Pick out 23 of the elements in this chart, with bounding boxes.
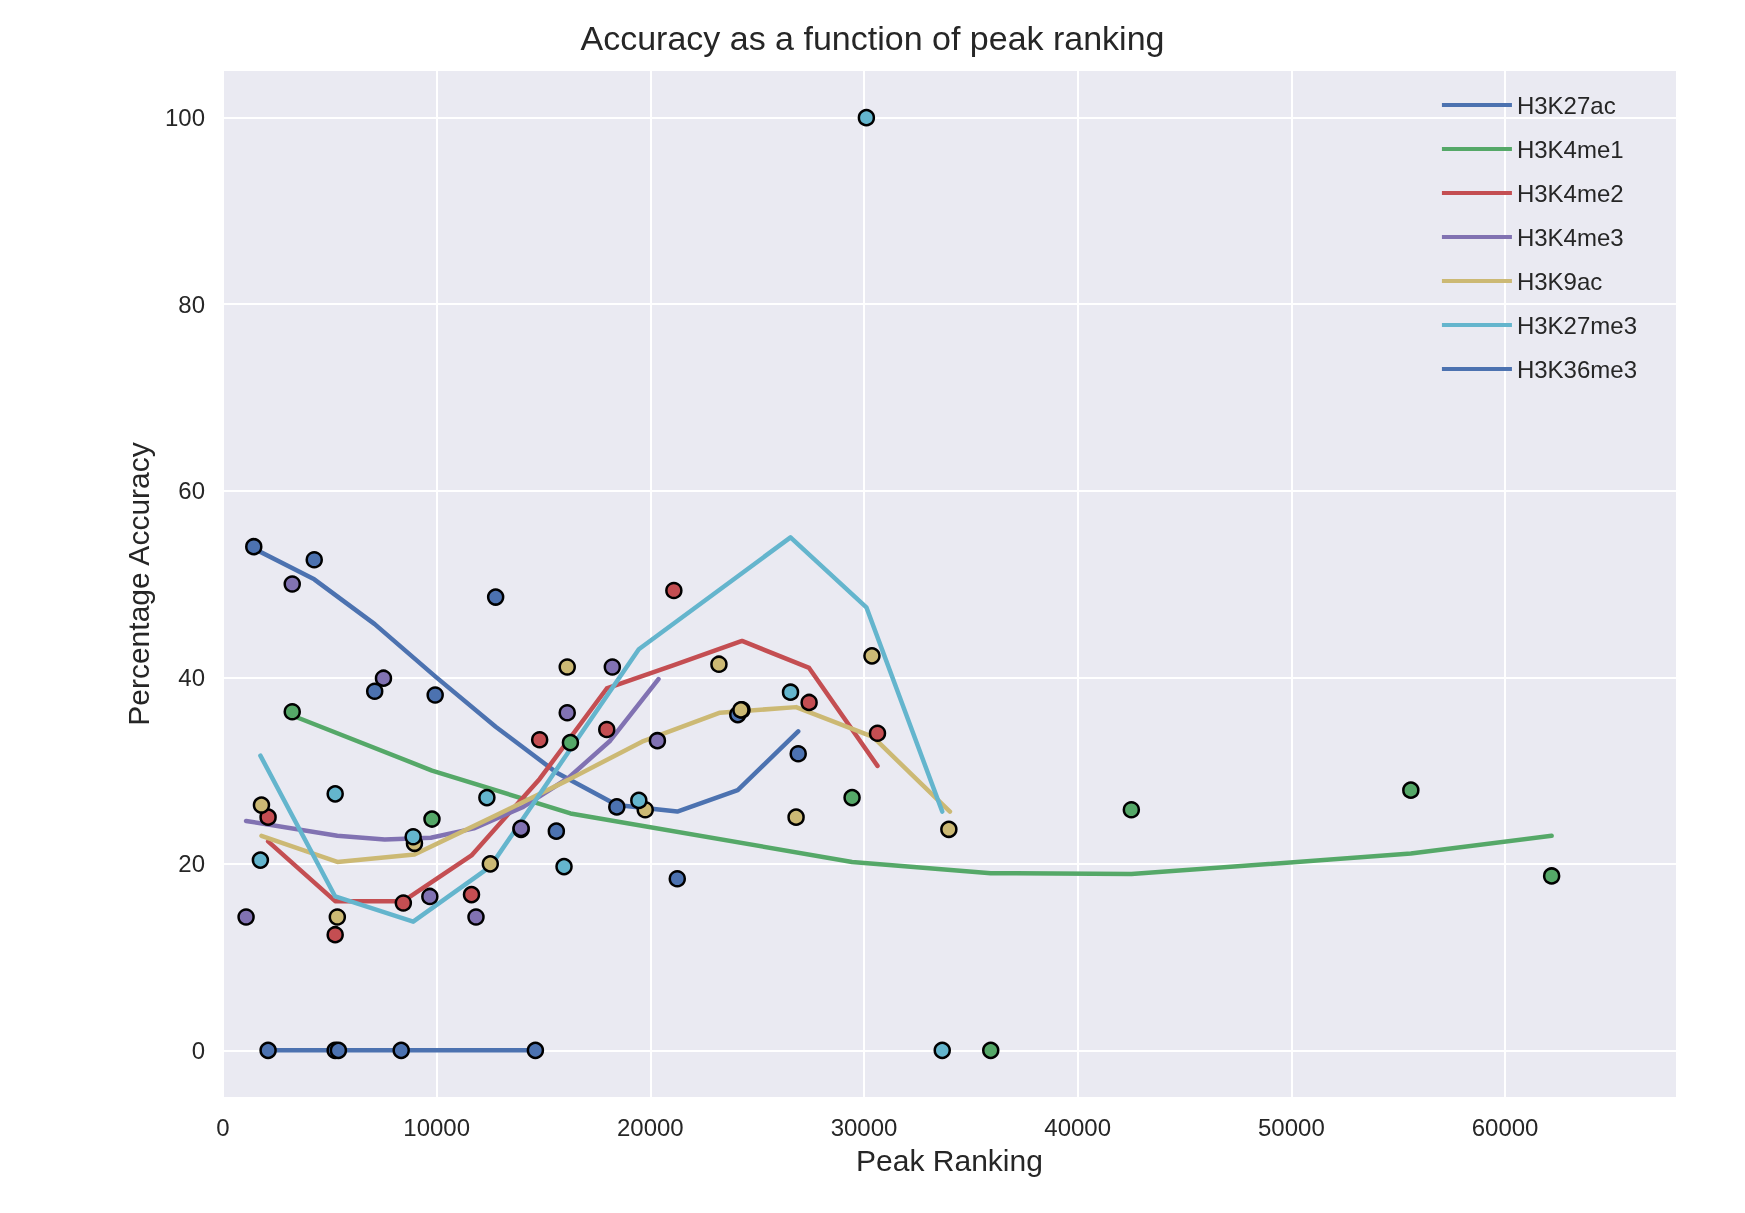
legend-label: H3K4me2 [1516, 179, 1624, 207]
legend-label: H3K27ac [1516, 91, 1616, 119]
x-tick-label: 0 [216, 1113, 230, 1141]
y-tick-label: 100 [164, 104, 205, 132]
y-tick-label: 60 [178, 477, 205, 505]
y-tick-label: 20 [178, 850, 205, 878]
y-axis-title: Percentage Accuracy [121, 442, 155, 726]
legend-label: H3K4me1 [1516, 135, 1624, 163]
y-tick-label: 0 [191, 1036, 205, 1064]
x-tick-label: 60000 [1471, 1113, 1539, 1141]
y-tick-label: 40 [178, 663, 205, 691]
x-tick-label: 30000 [830, 1113, 898, 1141]
x-tick-label: 10000 [403, 1113, 471, 1141]
legend-label: H3K9ac [1516, 267, 1603, 295]
x-tick-label: 20000 [616, 1113, 684, 1141]
legend-label: H3K4me3 [1516, 223, 1624, 251]
chart-title: Accuracy as a function of peak ranking [580, 19, 1165, 57]
y-tick-label: 80 [178, 290, 205, 318]
legend-label: H3K27me3 [1516, 311, 1638, 339]
legend-label: H3K36me3 [1516, 355, 1638, 383]
x-tick-label: 40000 [1044, 1113, 1112, 1141]
x-axis-title: Peak Ranking [856, 1143, 1043, 1177]
x-tick-label: 50000 [1258, 1113, 1325, 1141]
